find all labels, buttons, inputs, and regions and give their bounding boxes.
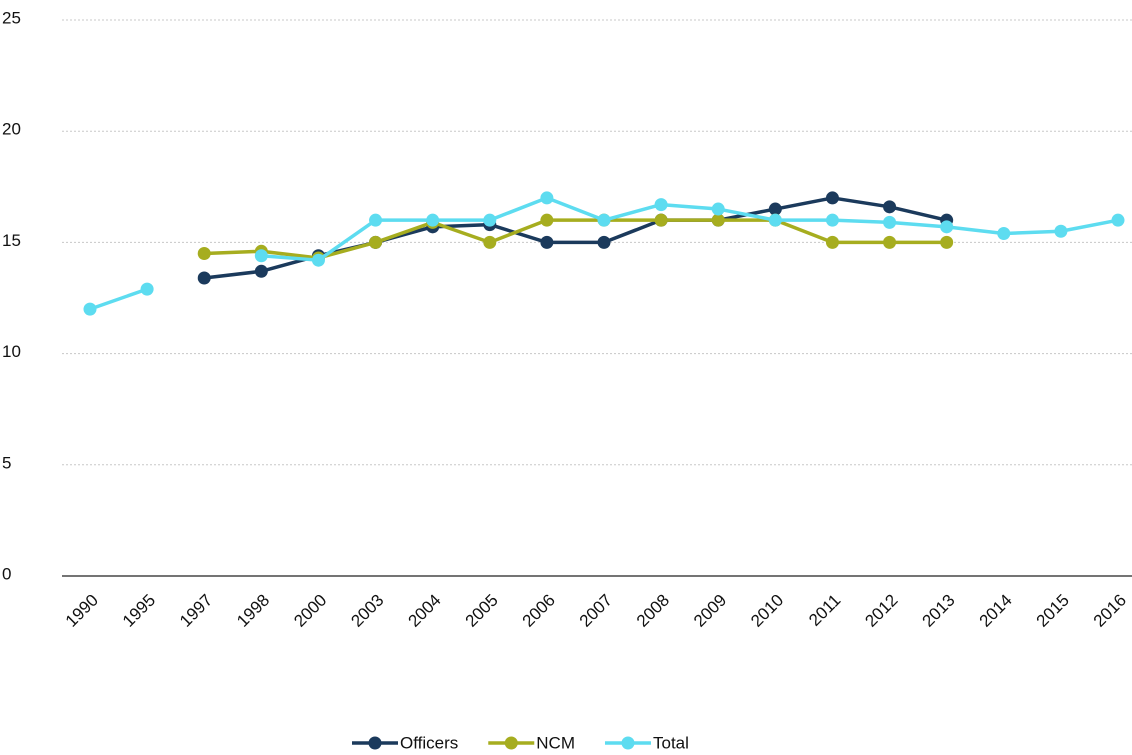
legend-marker: [368, 736, 382, 750]
x-tick-label: 1997: [176, 591, 216, 631]
series-point: [369, 213, 383, 227]
series-point: [426, 213, 440, 227]
x-tick-label: 2014: [976, 591, 1016, 631]
series-point: [1111, 213, 1125, 227]
series-point: [597, 213, 611, 227]
series-point: [825, 235, 839, 249]
x-tick-label: 1998: [233, 591, 273, 631]
legend-marker: [504, 736, 518, 750]
series-point: [197, 271, 211, 285]
series-point: [540, 213, 554, 227]
series-point: [540, 235, 554, 249]
series-point: [83, 302, 97, 316]
legend-item: Officers: [352, 733, 458, 752]
x-tick-label: 2010: [747, 591, 787, 631]
series-point: [997, 227, 1011, 241]
series-point: [369, 235, 383, 249]
series-point: [654, 198, 668, 212]
series-point: [883, 215, 897, 229]
series-point: [540, 191, 554, 205]
legend-label: Officers: [400, 733, 458, 752]
y-tick-label: 0: [2, 564, 11, 583]
series-point: [883, 200, 897, 214]
x-tick-label: 1990: [62, 591, 102, 631]
series-point: [711, 202, 725, 216]
series-point: [825, 213, 839, 227]
series-point: [140, 282, 154, 296]
legend-label: Total: [653, 733, 689, 752]
series-point: [825, 191, 839, 205]
series-point: [597, 235, 611, 249]
y-tick-label: 5: [2, 453, 11, 472]
series-line: [89, 196, 1119, 311]
series-point: [940, 220, 954, 234]
x-tick-label: 2008: [633, 591, 673, 631]
y-tick-label: 20: [2, 120, 21, 139]
series-point: [1054, 224, 1068, 238]
series-point: [254, 264, 268, 278]
x-tick-label: 2000: [290, 591, 330, 631]
y-tick-label: 10: [2, 342, 21, 361]
x-tick-label: 2012: [861, 591, 901, 631]
series-point: [768, 202, 782, 216]
series-point: [883, 235, 897, 249]
x-tick-label: 2015: [1033, 591, 1073, 631]
y-tick-label: 15: [2, 231, 21, 250]
x-tick-label: 2013: [918, 591, 958, 631]
legend-marker: [621, 736, 635, 750]
x-tick-label: 2009: [690, 591, 730, 631]
x-tick-label: 2006: [519, 591, 559, 631]
series-point: [311, 253, 325, 267]
x-tick-label: 2007: [576, 591, 616, 631]
x-tick-label: 2016: [1090, 591, 1130, 631]
legend-label: NCM: [536, 733, 575, 752]
legend-item: NCM: [488, 733, 575, 752]
x-tick-label: 2004: [404, 591, 444, 631]
x-tick-label: 2005: [462, 591, 502, 631]
x-tick-label: 2003: [347, 591, 387, 631]
series-point: [483, 213, 497, 227]
series-point: [483, 235, 497, 249]
x-tick-label: 2011: [805, 591, 844, 630]
series-point: [654, 213, 668, 227]
series-point: [940, 235, 954, 249]
y-tick-label: 25: [2, 8, 21, 27]
series-point: [711, 213, 725, 227]
series-point: [254, 249, 268, 263]
x-tick-label: 1995: [119, 591, 159, 631]
series-point: [768, 213, 782, 227]
legend-item: Total: [604, 733, 689, 752]
series-point: [197, 247, 211, 261]
